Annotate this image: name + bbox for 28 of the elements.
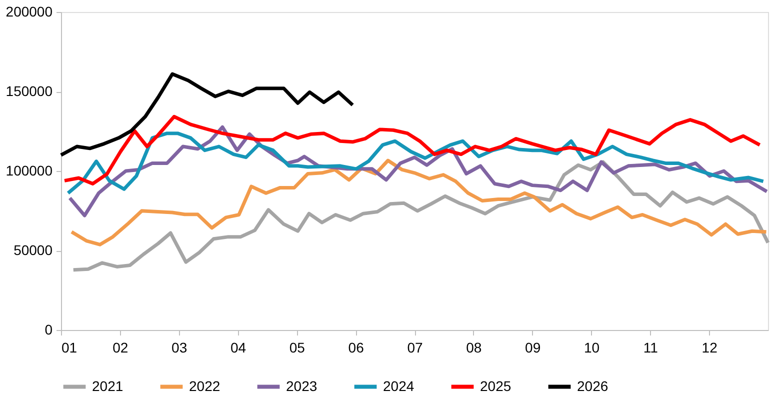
x-tick-label: 07 [407,340,423,356]
x-tick-label: 02 [112,340,128,356]
y-tick-label: 0 [44,322,53,338]
line-series [59,72,354,157]
line-series [66,132,766,195]
legend-label: 2023 [286,378,318,394]
x-tick-label: 08 [466,340,482,356]
x-tick-label: 09 [525,340,541,356]
x-tick-label: 11 [643,340,658,356]
legend-label: 2024 [383,378,414,394]
legend-label: 2026 [577,378,608,394]
line-series [62,114,762,186]
legend-label: 2025 [480,378,512,394]
x-tick-label: 06 [348,340,364,356]
x-tick-label: 12 [702,340,718,356]
y-tick-label: 150000 [6,83,53,99]
line-series [72,160,770,272]
x-tick-label: 03 [172,340,188,356]
x-tick-label: 05 [289,340,306,356]
x-tick-label: 10 [584,340,600,356]
legend-label: 2022 [189,378,220,394]
y-tick-label: 200000 [6,4,53,20]
legend-label: 2021 [92,378,124,394]
y-tick-label: 100000 [6,162,53,178]
x-tick-label: 01 [62,340,78,356]
line-series [70,158,768,246]
x-tick-label: 04 [230,340,246,356]
y-tick-label: 50000 [14,242,53,258]
